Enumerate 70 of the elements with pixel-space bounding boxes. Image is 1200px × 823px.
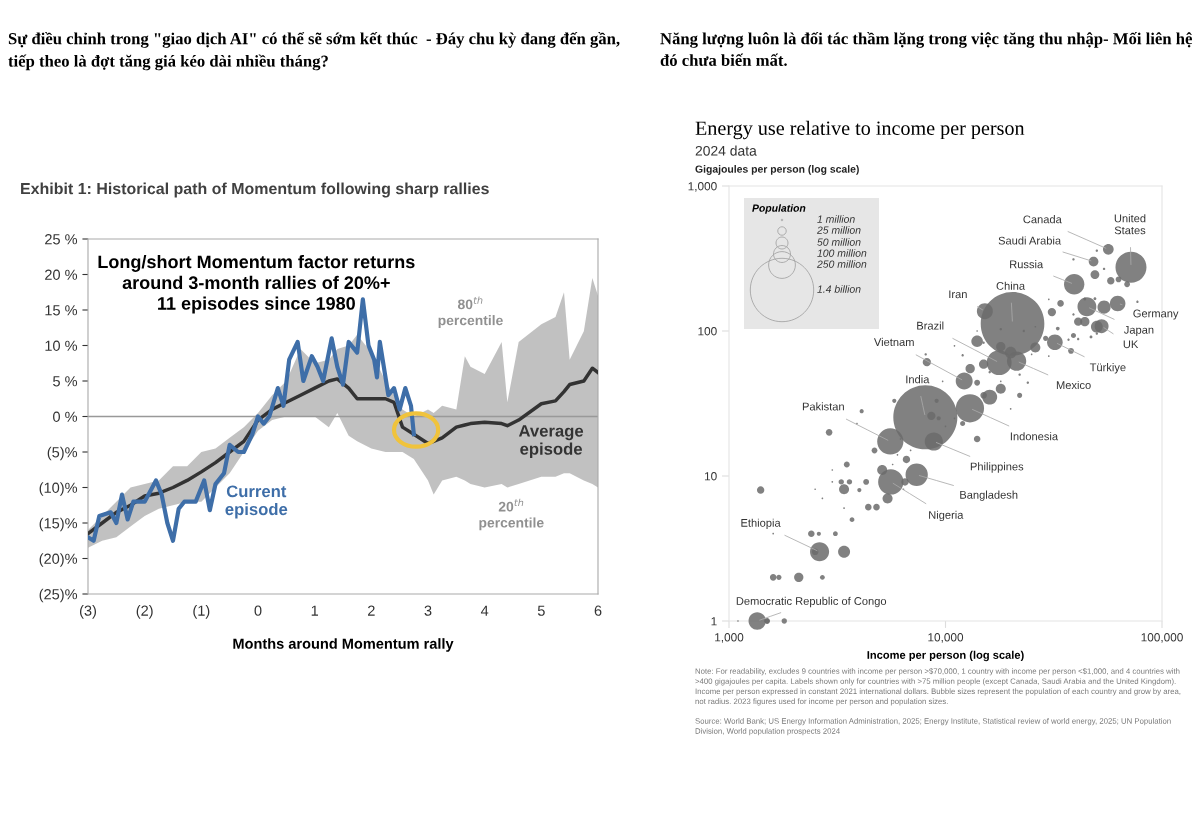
x-tick-label: 2 bbox=[368, 605, 375, 616]
x-axis-title: Income per person (log scale) bbox=[867, 650, 1024, 662]
y-tick-label: 20 % bbox=[45, 269, 78, 280]
x-axis-title: Months around Momentum rally bbox=[233, 638, 454, 652]
y-tick-label: 0 % bbox=[53, 411, 78, 422]
annotation: Russia bbox=[1010, 260, 1044, 269]
y-tick-label: (25)% bbox=[39, 588, 78, 603]
legend-label: 100 million bbox=[817, 249, 867, 257]
legend-label: 1 million bbox=[817, 215, 855, 223]
x-tick-label: 5 bbox=[537, 605, 545, 616]
annotation: Japan bbox=[1123, 325, 1154, 336]
annotation: 80$^{th}$ percentile bbox=[438, 296, 503, 329]
x-tick-label: 10,000 bbox=[928, 633, 964, 643]
x-tick-label: 6 bbox=[594, 605, 602, 616]
annotation: India bbox=[906, 375, 930, 384]
y-tick-label: 10 % bbox=[45, 340, 78, 351]
y-tick-label: 15 % bbox=[45, 305, 78, 316]
x-tick-label: (3) bbox=[79, 605, 97, 619]
y-tick-label: (5)% bbox=[47, 446, 78, 461]
chart-subtitle: Exhibit 1: Historical path of Momentum following sharp rallies bbox=[21, 182, 489, 198]
annotation: Türkiye bbox=[1089, 363, 1126, 374]
annotation: Germany bbox=[1133, 309, 1179, 320]
annotation: United States bbox=[1114, 214, 1146, 235]
legend-label: 25 million bbox=[816, 226, 861, 234]
annotation: Vietnam bbox=[873, 337, 914, 346]
series-label: Current episode bbox=[225, 485, 288, 519]
chart-title: Năng lượng luôn là đối tác thầm lặng trong việc tăng thu nhập- Mối liên hệ đó chưa biến mất. bbox=[660, 32, 1192, 66]
y-tick-label: (15)% bbox=[39, 517, 78, 532]
x-tick-label: 3 bbox=[424, 605, 432, 616]
y-tick-label: 25 % bbox=[45, 234, 78, 245]
annotation: Canada bbox=[1023, 215, 1062, 224]
annotation: Indonesia bbox=[1010, 432, 1059, 441]
y-tick-label: (10)% bbox=[39, 482, 78, 496]
annotation: Philippines bbox=[970, 462, 1024, 473]
annotation: Ethiopia bbox=[741, 518, 781, 529]
series-label: Average episode bbox=[518, 425, 584, 459]
annotation: Democratic Republic of Congo bbox=[736, 596, 887, 608]
annotation: China bbox=[996, 281, 1026, 290]
annotation: UK bbox=[1123, 340, 1139, 349]
text: 2024 data bbox=[695, 145, 757, 156]
legend-label: 1.4 billion bbox=[817, 285, 861, 293]
annotation: Iran bbox=[949, 290, 967, 299]
y-tick-label: 5 % bbox=[53, 376, 78, 387]
x-tick-label: 1,000 bbox=[715, 633, 744, 643]
annotation: Brazil bbox=[917, 321, 944, 330]
annotation: 20$^{th}$ percentile bbox=[479, 498, 544, 531]
x-tick-label: 100,000 bbox=[1141, 633, 1183, 643]
y-tick-label: 10 bbox=[704, 472, 717, 481]
y-tick-label: (20)% bbox=[39, 553, 78, 567]
line-series bbox=[88, 297, 416, 543]
legend-label: 50 million bbox=[817, 238, 861, 246]
y-tick-label: 1 bbox=[711, 617, 717, 626]
x-tick-label: (1) bbox=[193, 605, 210, 619]
x-tick-label: 1 bbox=[311, 605, 319, 616]
x-tick-label: (2) bbox=[136, 605, 153, 619]
legend-label: 250 million bbox=[816, 260, 867, 268]
annotation: Long/short Momentum factor returns around 3-month rallies of 20%+ 11 episodes since 1980 bbox=[98, 254, 415, 314]
x-tick-label: 0 bbox=[254, 605, 262, 616]
y-axis-title: Gigajoules per person (log scale) bbox=[695, 165, 859, 175]
annotation: Saudi Arabia bbox=[998, 236, 1062, 245]
legend-title: Population bbox=[752, 204, 806, 214]
annotation: Pakistan bbox=[802, 402, 844, 411]
chart-title: Sự điều chỉnh trong "giao dịch AI" có thể sẽ sớm kết thúc - Đáy chu kỳ đang đến gần, tiếp theo là đợt tăng giá kéo dài nhiều tháng? bbox=[8, 32, 620, 71]
annotation: Nigeria bbox=[929, 510, 964, 522]
x-tick-label: 4 bbox=[480, 605, 489, 616]
y-tick-label: 100 bbox=[698, 327, 717, 336]
y-tick-label: 1,000 bbox=[688, 182, 717, 192]
chart-subtitle: Energy use relative to income per person bbox=[695, 120, 1025, 140]
annotation: Bangladesh bbox=[960, 490, 1018, 501]
annotation: Mexico bbox=[1056, 380, 1091, 390]
